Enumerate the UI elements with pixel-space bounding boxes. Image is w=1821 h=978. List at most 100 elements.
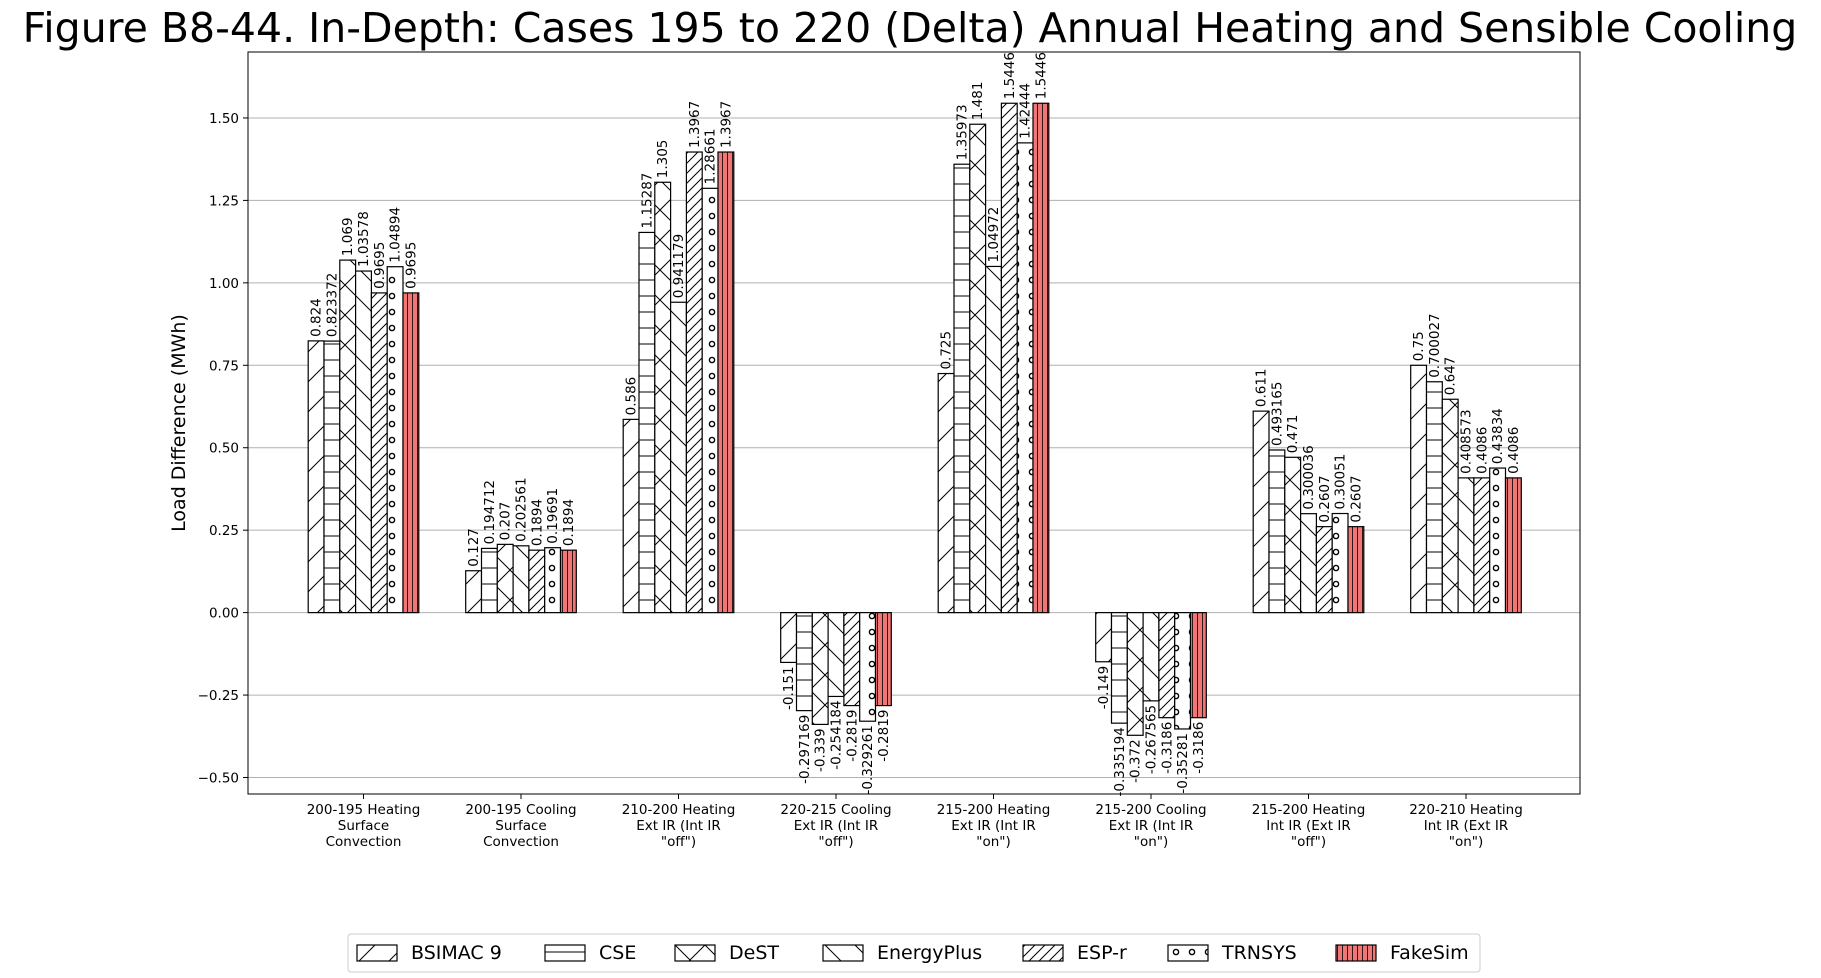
bar xyxy=(1095,612,1113,663)
bar xyxy=(1032,102,1050,614)
data-label: 1.305 xyxy=(655,140,671,179)
bar xyxy=(370,292,388,614)
data-label: 0.408573 xyxy=(1459,409,1475,473)
data-label: -0.335194 xyxy=(1112,727,1128,796)
bar xyxy=(339,259,357,614)
data-label: 1.42444 xyxy=(1018,83,1034,139)
x-tick-label: 215-200 Heating Ext IR (Int IR "on") xyxy=(937,802,1051,850)
bar xyxy=(355,270,373,614)
data-label: -0.254184 xyxy=(829,700,845,769)
legend-swatch xyxy=(544,944,586,962)
y-tick-label: 1.00 xyxy=(209,276,239,292)
data-label: -0.151 xyxy=(781,666,797,710)
bar xyxy=(480,547,498,614)
bar xyxy=(843,612,861,707)
bar xyxy=(307,340,325,614)
data-label: -0.149 xyxy=(1096,666,1112,710)
bar xyxy=(1142,612,1160,702)
legend-swatch xyxy=(1167,944,1209,962)
data-label: 1.3967 xyxy=(718,101,734,148)
bar xyxy=(1425,381,1443,614)
data-label: -0.2819 xyxy=(876,710,892,762)
bar xyxy=(811,612,829,726)
legend-label: DeST xyxy=(729,942,779,964)
data-label: 0.43834 xyxy=(1490,408,1506,464)
bar xyxy=(386,266,404,614)
x-tick-label: 215-200 Heating Int IR (Ext IR "off") xyxy=(1252,802,1366,850)
bar xyxy=(1457,477,1475,614)
data-label: 0.202561 xyxy=(514,477,530,541)
data-label: 0.493165 xyxy=(1269,382,1285,446)
data-label: 1.3967 xyxy=(687,101,703,148)
data-label: -0.339 xyxy=(813,728,829,772)
data-label: -0.2819 xyxy=(844,710,860,762)
data-label: 1.069 xyxy=(340,217,356,256)
bar xyxy=(1489,467,1507,614)
legend-label: EnergyPlus xyxy=(877,942,982,964)
x-tick-label: 210-200 Heating Ext IR (Int IR "off") xyxy=(622,802,736,850)
data-label: 1.5446 xyxy=(1033,52,1049,99)
bar xyxy=(323,340,341,614)
legend-label: FakeSim xyxy=(1390,942,1469,964)
data-label: 0.586 xyxy=(624,377,640,416)
data-label: 0.700027 xyxy=(1427,313,1443,377)
y-axis-label: Load Difference (MWh) xyxy=(168,314,190,532)
bar xyxy=(859,612,877,722)
legend-swatch xyxy=(356,944,398,962)
y-tick-label: 0.75 xyxy=(209,358,239,374)
data-label: 0.611 xyxy=(1254,368,1270,407)
data-label: -0.3186 xyxy=(1159,722,1175,774)
x-axis: 200-195 Heating Surface Convection 200-195 … xyxy=(307,794,1523,850)
bar xyxy=(1174,612,1192,730)
bar xyxy=(1284,456,1302,614)
data-label: 1.5446 xyxy=(1002,52,1018,99)
data-label: 0.194712 xyxy=(482,480,498,544)
bar xyxy=(780,612,798,664)
y-tick-label: 0.25 xyxy=(209,523,239,539)
bar xyxy=(528,549,546,614)
bar xyxy=(1347,526,1365,614)
data-label: 0.471 xyxy=(1285,415,1301,454)
data-label: 0.4086 xyxy=(1474,427,1490,474)
bar xyxy=(1441,398,1459,614)
data-labels: 0.824 0.127 0.586 -0.151 0.725 -0.149 0.611 0.7… xyxy=(309,52,1522,796)
data-label: 0.9695 xyxy=(372,242,388,289)
bar xyxy=(1410,364,1428,614)
legend-label: TRNSYS xyxy=(1221,942,1297,964)
bar xyxy=(1473,477,1491,614)
bar xyxy=(827,612,845,698)
data-label: 0.823372 xyxy=(324,273,340,337)
bar xyxy=(685,151,703,614)
data-label: 0.4086 xyxy=(1506,427,1522,474)
y-tick-label: 1.50 xyxy=(209,111,239,127)
bar xyxy=(496,543,514,614)
data-label: 1.28661 xyxy=(703,128,719,184)
data-label: 0.30051 xyxy=(1333,454,1349,510)
y-tick-label: 1.25 xyxy=(209,193,239,209)
y-axis: −0.50 −0.25 0.00 0.25 0.50 0.75 1.00 1.25 1.50 xyxy=(198,111,248,787)
data-label: 0.1894 xyxy=(529,499,545,546)
bar xyxy=(1504,477,1522,614)
bar xyxy=(874,612,892,707)
legend-frame xyxy=(347,933,1481,973)
x-tick-label: 200-195 Heating Surface Convection xyxy=(307,802,421,850)
data-label: 0.725 xyxy=(939,331,955,370)
y-tick-label: −0.50 xyxy=(198,771,239,787)
bar xyxy=(1315,526,1333,614)
data-label: 0.207 xyxy=(498,502,514,541)
bar xyxy=(984,265,1002,614)
bar xyxy=(1126,612,1144,736)
data-label: -0.329261 xyxy=(860,725,876,794)
data-label: -0.372 xyxy=(1128,739,1144,783)
plot-area xyxy=(247,51,1581,795)
data-label: -0.297169 xyxy=(797,715,813,784)
data-label: 0.19691 xyxy=(545,488,561,544)
x-tick-label: 200-195 Cooling Surface Convection xyxy=(465,802,576,850)
data-label: 0.9695 xyxy=(403,242,419,289)
legend-swatch xyxy=(1022,944,1064,962)
data-label: 0.647 xyxy=(1443,357,1459,396)
bar xyxy=(512,545,530,614)
legend-label: ESP-r xyxy=(1077,942,1127,964)
bar xyxy=(1331,512,1349,614)
